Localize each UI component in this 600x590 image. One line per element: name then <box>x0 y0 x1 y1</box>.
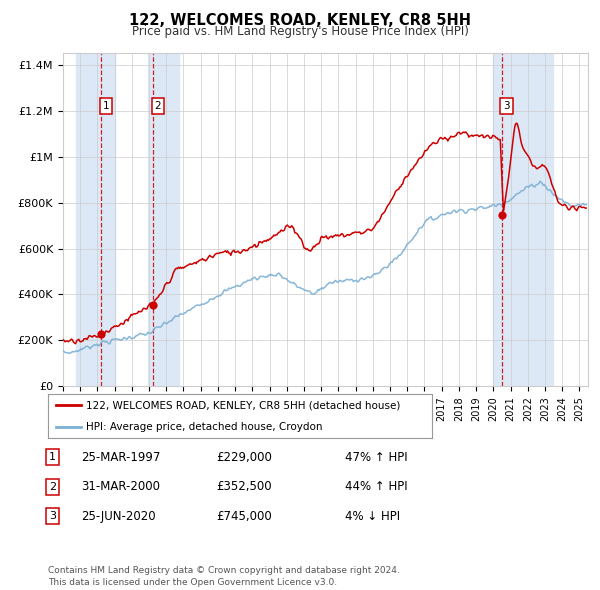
Text: 122, WELCOMES ROAD, KENLEY, CR8 5HH (detached house): 122, WELCOMES ROAD, KENLEY, CR8 5HH (det… <box>86 401 401 411</box>
Text: 31-MAR-2000: 31-MAR-2000 <box>81 480 160 493</box>
Point <box>497 211 506 220</box>
Text: 122, WELCOMES ROAD, KENLEY, CR8 5HH: 122, WELCOMES ROAD, KENLEY, CR8 5HH <box>129 13 471 28</box>
Text: 2: 2 <box>49 482 56 491</box>
Point <box>97 329 106 339</box>
Text: 2: 2 <box>155 101 161 111</box>
Text: 47% ↑ HPI: 47% ↑ HPI <box>345 451 407 464</box>
Text: 4% ↓ HPI: 4% ↓ HPI <box>345 510 400 523</box>
Text: 1: 1 <box>49 453 56 462</box>
Text: £745,000: £745,000 <box>216 510 272 523</box>
Text: Contains HM Land Registry data © Crown copyright and database right 2024.
This d: Contains HM Land Registry data © Crown c… <box>48 566 400 587</box>
Bar <box>493 53 553 386</box>
Bar <box>148 53 179 386</box>
Text: 1: 1 <box>103 101 109 111</box>
Text: £352,500: £352,500 <box>216 480 272 493</box>
Text: £229,000: £229,000 <box>216 451 272 464</box>
Text: 3: 3 <box>503 101 509 111</box>
Bar <box>76 53 115 386</box>
Text: 44% ↑ HPI: 44% ↑ HPI <box>345 480 407 493</box>
Text: Price paid vs. HM Land Registry's House Price Index (HPI): Price paid vs. HM Land Registry's House … <box>131 25 469 38</box>
Text: 25-JUN-2020: 25-JUN-2020 <box>81 510 155 523</box>
Text: HPI: Average price, detached house, Croydon: HPI: Average price, detached house, Croy… <box>86 422 323 432</box>
Text: 3: 3 <box>49 512 56 521</box>
Text: 25-MAR-1997: 25-MAR-1997 <box>81 451 160 464</box>
Point <box>149 301 158 310</box>
